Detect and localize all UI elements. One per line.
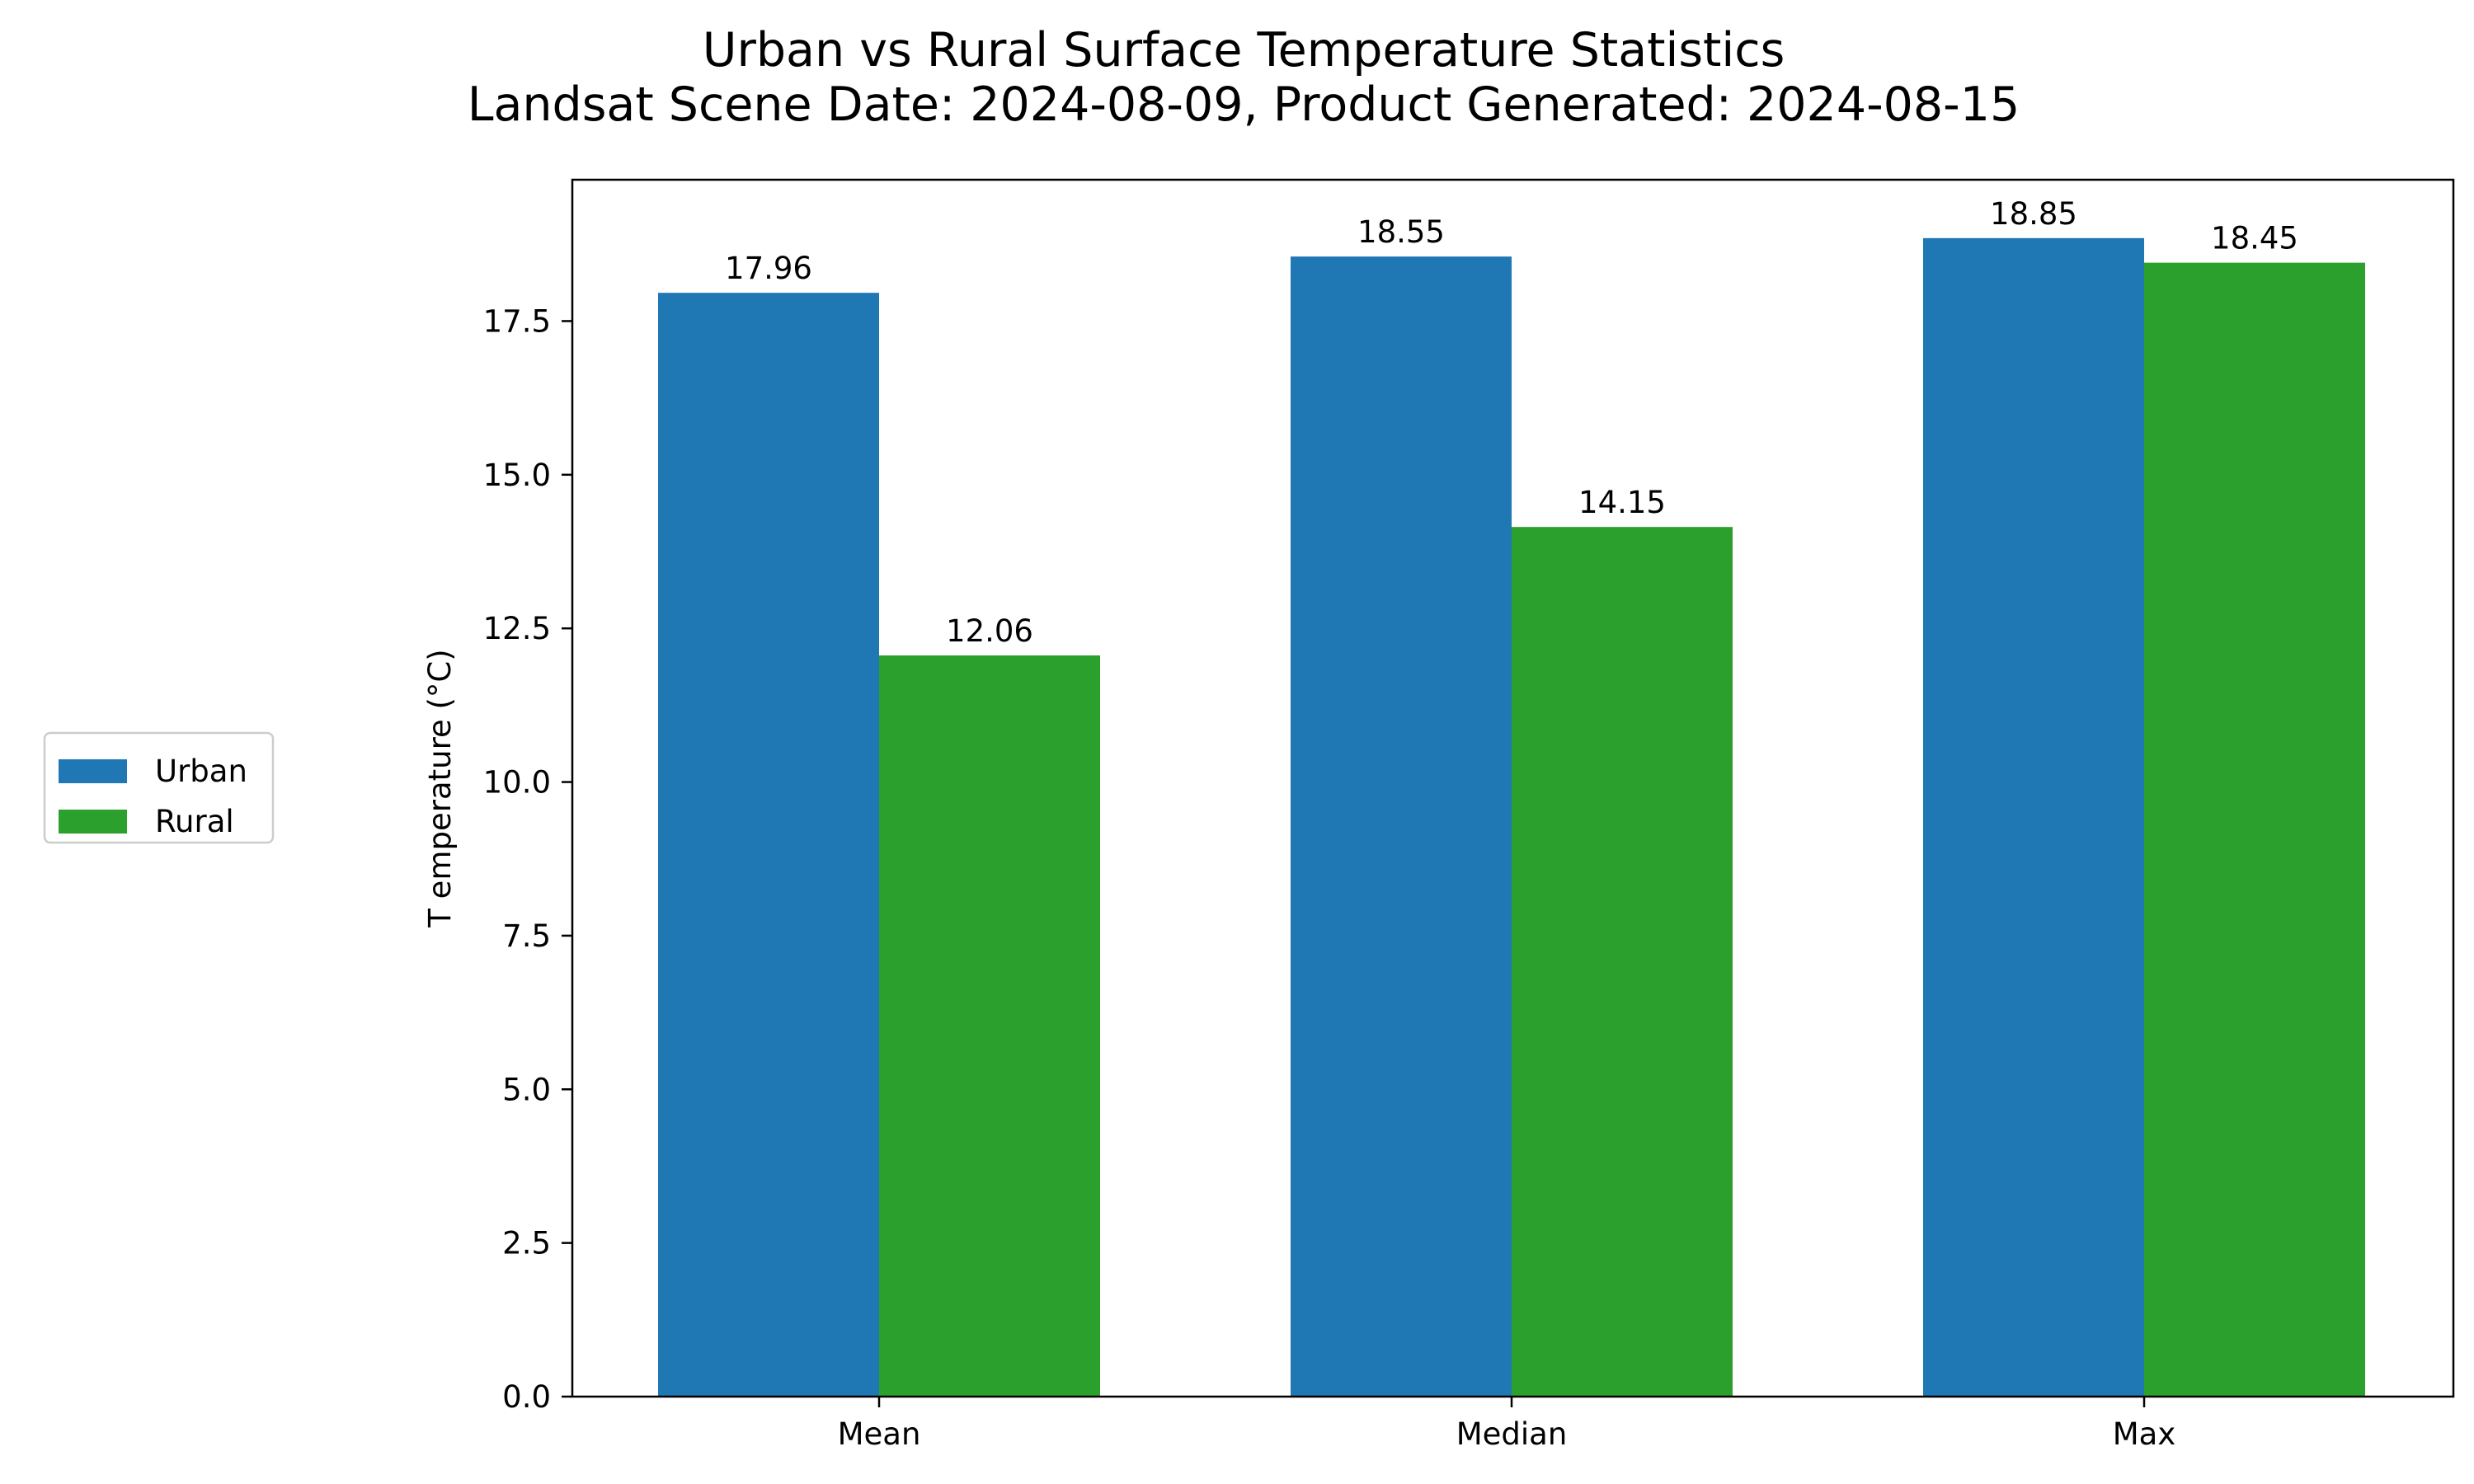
bar-urban-max (1923, 237, 2144, 1397)
legend-swatch-urban (59, 759, 127, 783)
bar-rural-max (2144, 262, 2365, 1397)
legend-label-urban: Urban (155, 754, 247, 789)
plot-frame (571, 178, 2455, 1398)
bar-rural-median (1512, 527, 1733, 1397)
y-axis-label: T emperature (°C) (422, 649, 458, 928)
y-tick-label: 5.0 (502, 1072, 551, 1107)
y-tick-label: 0.0 (502, 1379, 551, 1415)
x-axis: Mean Median Max (838, 1397, 2176, 1452)
legend-items: Urban Rural (59, 754, 247, 839)
bar-urban-median (1291, 256, 1512, 1397)
y-tick-label: 12.5 (483, 611, 551, 646)
bar-urban-mean (658, 293, 879, 1397)
value-label-rural-median: 14.15 (1578, 485, 1666, 520)
y-tick-label: 7.5 (502, 918, 551, 954)
y-tick-label: 15.0 (483, 458, 551, 493)
y-axis: 0.0 2.5 5.0 7.5 10.0 12.5 15.0 17.5 (483, 303, 572, 1415)
value-label-urban-max: 18.85 (1990, 196, 2077, 232)
value-label-urban-mean: 17.96 (725, 251, 812, 286)
value-label-urban-median: 18.55 (1357, 214, 1445, 250)
y-tick-label: 17.5 (483, 303, 551, 339)
value-label-rural-max: 18.45 (2211, 221, 2298, 256)
value-labels-layer: 17.96 12.06 18.55 14.15 18.85 18.45 (725, 196, 2298, 649)
x-tick-label-mean: Mean (838, 1416, 921, 1452)
bar-rural-mean (879, 655, 1100, 1397)
legend-swatch-rural (59, 810, 127, 834)
legend-label-rural: Rural (155, 804, 234, 839)
chart-subtitle: Landsat Scene Date: 2024-08-09, Product … (468, 77, 2020, 132)
y-tick-label: 2.5 (502, 1226, 551, 1261)
x-tick-label-median: Median (1456, 1416, 1568, 1452)
x-tick-label-max: Max (2113, 1416, 2176, 1452)
legend: Urban Rural (43, 731, 275, 844)
chart-title: Urban vs Rural Surface Temperature Stati… (703, 23, 1785, 77)
y-tick-label: 10.0 (483, 765, 551, 801)
value-label-rural-mean: 12.06 (946, 613, 1033, 649)
bars-layer (658, 237, 2365, 1397)
